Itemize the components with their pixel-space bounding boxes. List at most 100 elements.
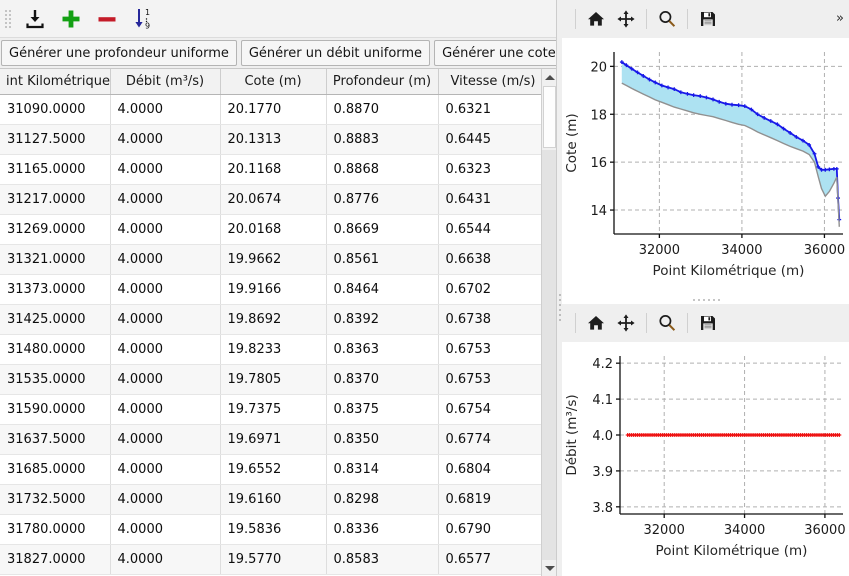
table-cell-1[interactable]: 4.0000 (110, 394, 221, 425)
table-row[interactable]: 31535.0000 4.0000 19.7805 0.8370 0.6753 (0, 364, 549, 395)
table-row[interactable]: 31425.0000 4.0000 19.8692 0.8392 0.6738 (0, 304, 549, 335)
table-cell-3[interactable]: 0.8392 (326, 304, 439, 335)
table-cell-2[interactable]: 20.1168 (220, 154, 327, 185)
home-icon[interactable] (581, 5, 611, 33)
table-cell-0[interactable]: 31637.5000 (0, 424, 111, 455)
table-cell-0[interactable]: 31165.0000 (0, 154, 111, 185)
table-cell-4[interactable]: 0.6544 (438, 214, 549, 245)
table-cell-3[interactable]: 0.8583 (326, 544, 439, 575)
table-cell-0[interactable]: 31535.0000 (0, 364, 111, 395)
table-cell-0[interactable]: 31269.0000 (0, 214, 111, 245)
column-header-pk[interactable]: int Kilométrique ( (0, 69, 111, 95)
table-cell-4[interactable]: 0.6754 (438, 394, 549, 425)
table-row[interactable]: 31480.0000 4.0000 19.8233 0.8363 0.6753 (0, 334, 549, 365)
table-cell-0[interactable]: 31827.0000 (0, 544, 111, 575)
table-cell-2[interactable]: 19.6971 (220, 424, 327, 455)
scrollbar-thumb[interactable] (543, 86, 556, 148)
table-row[interactable]: 31732.5000 4.0000 19.6160 0.8298 0.6819 (0, 484, 549, 515)
table-cell-0[interactable]: 31480.0000 (0, 334, 111, 365)
table-cell-4[interactable]: 0.6753 (438, 334, 549, 365)
table-cell-4[interactable]: 0.6738 (438, 304, 549, 335)
table-cell-0[interactable]: 31685.0000 (0, 454, 111, 485)
table-cell-1[interactable]: 4.0000 (110, 454, 221, 485)
toolbar-overflow-button[interactable]: » (836, 11, 844, 26)
zoom-icon[interactable] (652, 309, 682, 337)
table-cell-2[interactable]: 19.6552 (220, 454, 327, 485)
column-header-cote[interactable]: Cote (m) (220, 69, 327, 95)
table-cell-3[interactable]: 0.8370 (326, 364, 439, 395)
table-cell-4[interactable]: 0.6323 (438, 154, 549, 185)
table-cell-1[interactable]: 4.0000 (110, 214, 221, 245)
table-cell-1[interactable]: 4.0000 (110, 334, 221, 365)
table-cell-3[interactable]: 0.8314 (326, 454, 439, 485)
table-cell-4[interactable]: 0.6702 (438, 274, 549, 305)
add-row-icon[interactable] (53, 2, 89, 36)
toolbar-drag-handle[interactable] (4, 8, 11, 30)
discharge-chart[interactable]: 3.8 3.9 4.0 4.1 4.2 32000 34000 36000 Point Kilo… (562, 341, 849, 576)
scroll-down-button[interactable] (542, 560, 556, 576)
table-cell-4[interactable]: 0.6774 (438, 424, 549, 455)
table-row[interactable]: 31637.5000 4.0000 19.6971 0.8350 0.6774 (0, 424, 549, 455)
table-cell-2[interactable]: 19.6160 (220, 484, 327, 515)
table-cell-1[interactable]: 4.0000 (110, 244, 221, 275)
column-header-debit[interactable]: Débit (m³/s) (110, 69, 221, 95)
pan-icon[interactable] (611, 309, 641, 337)
table-cell-2[interactable]: 20.1313 (220, 124, 327, 155)
table-cell-2[interactable]: 19.7375 (220, 394, 327, 425)
table-cell-1[interactable]: 4.0000 (110, 424, 221, 455)
table-cell-4[interactable]: 0.6790 (438, 514, 549, 545)
table-cell-3[interactable]: 0.8870 (326, 94, 439, 125)
table-cell-2[interactable]: 19.5836 (220, 514, 327, 545)
table-row[interactable]: 31373.0000 4.0000 19.9166 0.8464 0.6702 (0, 274, 549, 305)
table-cell-0[interactable]: 31321.0000 (0, 244, 111, 275)
table-row[interactable]: 31127.5000 4.0000 20.1313 0.8883 0.6445 (0, 124, 549, 155)
table-cell-4[interactable]: 0.6753 (438, 364, 549, 395)
table-cell-0[interactable]: 31127.5000 (0, 124, 111, 155)
table-cell-3[interactable]: 0.8776 (326, 184, 439, 215)
table-cell-2[interactable]: 20.0168 (220, 214, 327, 245)
generate-uniform-discharge-button[interactable]: Générer un débit uniforme (240, 40, 431, 66)
table-row[interactable]: 31321.0000 4.0000 19.9662 0.8561 0.6638 (0, 244, 549, 275)
save-icon[interactable] (693, 5, 723, 33)
horizontal-splitter[interactable] (562, 296, 849, 304)
table-cell-4[interactable]: 0.6638 (438, 244, 549, 275)
table-cell-4[interactable]: 0.6804 (438, 454, 549, 485)
table-cell-0[interactable]: 31590.0000 (0, 394, 111, 425)
table-cell-1[interactable]: 4.0000 (110, 94, 221, 125)
table-row[interactable]: 31090.0000 4.0000 20.1770 0.8870 0.6321 (0, 94, 549, 125)
table-row[interactable]: 31269.0000 4.0000 20.0168 0.8669 0.6544 (0, 214, 549, 245)
table-cell-0[interactable]: 31425.0000 (0, 304, 111, 335)
table-cell-1[interactable]: 4.0000 (110, 364, 221, 395)
table-cell-3[interactable]: 0.8883 (326, 124, 439, 155)
table-cell-0[interactable]: 31780.0000 (0, 514, 111, 545)
table-cell-2[interactable]: 20.1770 (220, 94, 327, 125)
pan-icon[interactable] (611, 5, 641, 33)
table-row[interactable]: 31780.0000 4.0000 19.5836 0.8336 0.6790 (0, 514, 549, 545)
scroll-up-button[interactable] (542, 69, 556, 85)
import-icon[interactable] (17, 2, 53, 36)
table-cell-3[interactable]: 0.8669 (326, 214, 439, 245)
table-cell-3[interactable]: 0.8868 (326, 154, 439, 185)
table-cell-1[interactable]: 4.0000 (110, 124, 221, 155)
table-cell-1[interactable]: 4.0000 (110, 154, 221, 185)
table-cell-4[interactable]: 0.6819 (438, 484, 549, 515)
zoom-icon[interactable] (652, 5, 682, 33)
table-vertical-scrollbar[interactable] (541, 69, 556, 576)
column-header-vitesse[interactable]: Vitesse (m/s) (438, 69, 549, 95)
table-cell-1[interactable]: 4.0000 (110, 544, 221, 575)
table-cell-2[interactable]: 19.8233 (220, 334, 327, 365)
table-cell-3[interactable]: 0.8561 (326, 244, 439, 275)
table-cell-1[interactable]: 4.0000 (110, 514, 221, 545)
table-cell-3[interactable]: 0.8298 (326, 484, 439, 515)
vertical-splitter-grip[interactable] (558, 292, 562, 322)
table-cell-1[interactable]: 4.0000 (110, 304, 221, 335)
table-cell-2[interactable]: 19.5770 (220, 544, 327, 575)
elevation-chart[interactable]: 14 16 18 20 32000 34000 36000 Point Kilométriqu… (562, 38, 849, 297)
table-cell-3[interactable]: 0.8363 (326, 334, 439, 365)
table-cell-3[interactable]: 0.8336 (326, 514, 439, 545)
sort-descending-icon[interactable]: 1 9 (125, 2, 161, 36)
table-cell-3[interactable]: 0.8464 (326, 274, 439, 305)
column-header-profondeur[interactable]: Profondeur (m) (326, 69, 439, 95)
table-cell-2[interactable]: 20.0674 (220, 184, 327, 215)
table-cell-4[interactable]: 0.6321 (438, 94, 549, 125)
